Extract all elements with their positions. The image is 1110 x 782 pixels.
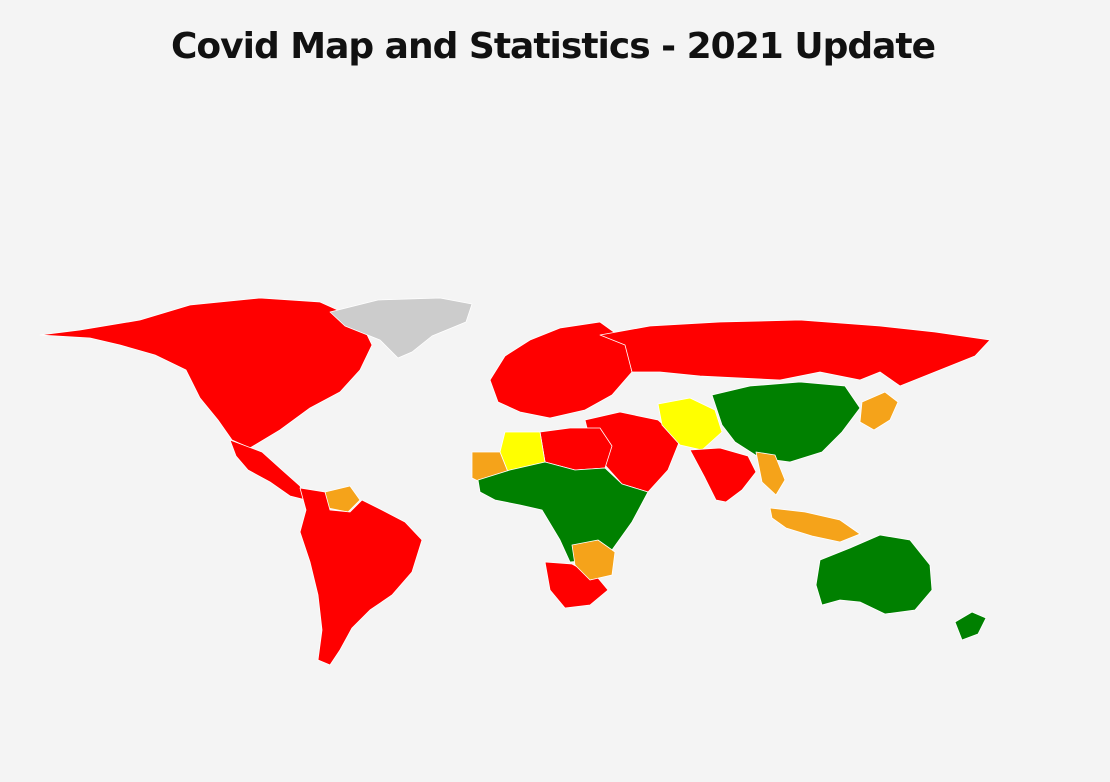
map-region-north-america[interactable] xyxy=(39,297,373,449)
map-region-south-america[interactable] xyxy=(299,487,423,666)
page-title: Covid Map and Statistics - 2021 Update xyxy=(171,26,936,67)
map-region-india[interactable] xyxy=(689,447,757,503)
map-region-australia[interactable] xyxy=(815,534,933,615)
map-region-greenland[interactable] xyxy=(329,297,473,359)
map-region-zambia-region[interactable] xyxy=(571,539,616,581)
map-region-indonesia[interactable] xyxy=(769,507,861,543)
map-region-central-asia[interactable] xyxy=(657,397,723,451)
map-region-central-america[interactable] xyxy=(229,439,307,501)
map-region-myanmar[interactable] xyxy=(755,451,786,496)
map-region-russia[interactable] xyxy=(599,319,991,387)
map-region-china[interactable] xyxy=(711,381,861,463)
map-region-new-zealand[interactable] xyxy=(954,611,987,641)
map-region-japan[interactable] xyxy=(859,391,899,431)
